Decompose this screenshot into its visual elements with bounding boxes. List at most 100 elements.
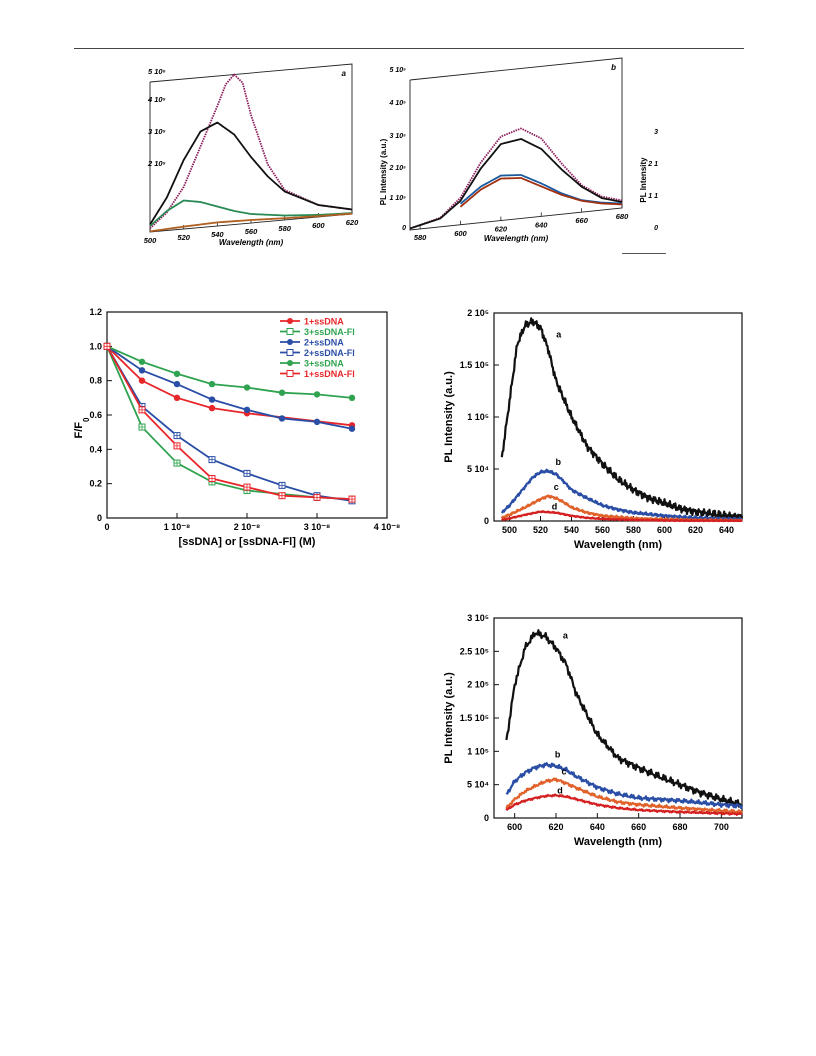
x-tick-label: 620 <box>495 225 508 234</box>
data-point <box>208 380 216 388</box>
x-tick-label: 520 <box>177 233 190 242</box>
panel-letter: a <box>342 69 347 78</box>
spectrum-line <box>149 212 353 233</box>
series-line <box>106 345 353 430</box>
y-tick-label: 0 <box>484 813 489 823</box>
x-tick-label: 620 <box>548 822 563 832</box>
legend-marker <box>286 370 294 377</box>
data-point-cross <box>174 432 180 439</box>
plot-frame <box>493 312 743 522</box>
spectrum-line <box>409 127 623 230</box>
y-tick-label: 4 10⁵ <box>147 95 166 104</box>
y-tick-label: 2.5 10⁵ <box>460 646 489 656</box>
x-tick-label: 660 <box>575 216 588 225</box>
legend-marker <box>286 328 294 335</box>
right-tick-label: 1 1 <box>648 193 658 200</box>
x-tick-label: 620 <box>688 525 703 535</box>
data-point <box>348 394 356 402</box>
spectrum-line <box>149 73 353 230</box>
chart-pl-spectra-red: 600 620 640 660 680 700 0 5 10⁴ 1 10⁵ 1.5 10⁵ 2 10… <box>443 613 744 848</box>
x-tick-label: 540 <box>564 525 579 535</box>
y-tick-label: 0 <box>484 516 489 526</box>
x-tick-label: 640 <box>590 822 605 832</box>
y-axis-label: PL Intensity (a.u.) <box>379 138 388 205</box>
x-axis-label: Wavelength (nm) <box>484 234 549 243</box>
y-tick-label: 1.0 <box>89 341 102 351</box>
x-tick-label: 580 <box>278 224 291 233</box>
right-tick-label: 0 <box>654 225 658 232</box>
chart-panel-a: 500 520 540 560 580 600 620 Wavelength (nm) a 5 1… <box>144 63 359 247</box>
spectrum-line <box>500 468 743 522</box>
y-tick-label: 2 10⁵ <box>467 680 489 690</box>
curve-label: b <box>556 457 562 467</box>
y-axis-label: F/F0 <box>73 417 91 439</box>
x-tick-label: 620 <box>346 218 359 227</box>
spectrum-line <box>459 177 623 208</box>
header-rule <box>74 48 744 49</box>
x-tick-label: 540 <box>211 230 224 239</box>
x-tick-label: 500 <box>502 525 517 535</box>
spectrum-line <box>409 138 623 230</box>
right-axis-label: PL Intensity <box>639 157 648 203</box>
y-tick-label: 2 10⁵ <box>147 159 166 168</box>
data-point <box>313 418 321 426</box>
data-point-cross <box>139 424 145 431</box>
data-point-cross <box>244 470 250 477</box>
data-point <box>278 415 286 422</box>
legend-marker <box>287 360 293 366</box>
x-tick-label: 520 <box>533 525 548 535</box>
series-line <box>106 345 353 427</box>
x-tick-label: 500 <box>144 236 157 245</box>
x-tick-label: 3 10⁻⁸ <box>304 522 331 532</box>
series-line <box>106 345 353 399</box>
x-tick-label: 600 <box>312 221 325 230</box>
y-tick-label: 1.5 10⁵ <box>460 713 489 723</box>
y-tick-label: 1 10⁵ <box>467 746 489 756</box>
x-tick-label: 0 <box>104 522 109 532</box>
plot-frame <box>409 57 623 231</box>
data-point-cross <box>279 482 285 489</box>
spectrum-line <box>505 762 744 809</box>
legend-label: 1+ssDNA <box>304 317 344 327</box>
data-point <box>173 394 181 402</box>
legend-marker <box>287 339 293 345</box>
spectrum-line <box>501 510 743 523</box>
curve-label: a <box>556 329 562 339</box>
legend-marker <box>286 349 294 356</box>
data-point <box>278 389 286 396</box>
data-point-cross <box>314 494 320 501</box>
data-point <box>243 384 251 391</box>
chart-pl-spectra-green: 500 520 540 560 580 600 620 640 0 5 10⁴ 1 10⁵ 1.5 1… <box>443 308 744 551</box>
y-axis-label: PL Intensity (a.u.) <box>443 672 455 764</box>
curve-label: d <box>557 785 563 795</box>
spectrum-line <box>505 629 743 808</box>
data-point <box>208 396 216 403</box>
panel-b-underline <box>622 253 666 254</box>
y-tick-label: 5 10⁴ <box>467 464 489 474</box>
y-axis-label: PL Intensity (a.u.) <box>443 371 455 463</box>
curve-label: b <box>555 750 561 760</box>
x-tick-label: 640 <box>535 220 548 229</box>
y-tick-label: 5 10⁵ <box>390 67 407 74</box>
y-tick-label: 2 10⁵ <box>389 165 407 172</box>
legend-label: 2+ssDNA-Fl <box>304 348 355 358</box>
y-tick-label: 0.8 <box>89 376 102 386</box>
spectrum-line <box>505 793 743 816</box>
data-point-cross <box>244 484 250 491</box>
panel-letter: b <box>611 63 616 72</box>
x-axis-label: [ssDNA] or [ssDNA-Fl] (M) <box>179 536 316 548</box>
data-point <box>208 404 216 412</box>
data-point-cross <box>279 492 285 499</box>
x-axis-label: Wavelength (nm) <box>574 539 663 551</box>
data-point <box>173 370 181 377</box>
x-tick-label: 560 <box>595 525 610 535</box>
y-tick-label: 4 10⁵ <box>389 100 407 107</box>
y-tick-label: 3 10⁵ <box>467 613 489 623</box>
y-tick-label: 0.6 <box>89 410 102 420</box>
x-tick-label: 600 <box>657 525 672 535</box>
y-tick-label: 0 <box>402 225 406 232</box>
curve-label: d <box>552 502 558 512</box>
y-tick-label: 5 10⁵ <box>148 67 166 76</box>
x-tick-label: 680 <box>616 212 629 221</box>
series-line <box>106 345 353 501</box>
